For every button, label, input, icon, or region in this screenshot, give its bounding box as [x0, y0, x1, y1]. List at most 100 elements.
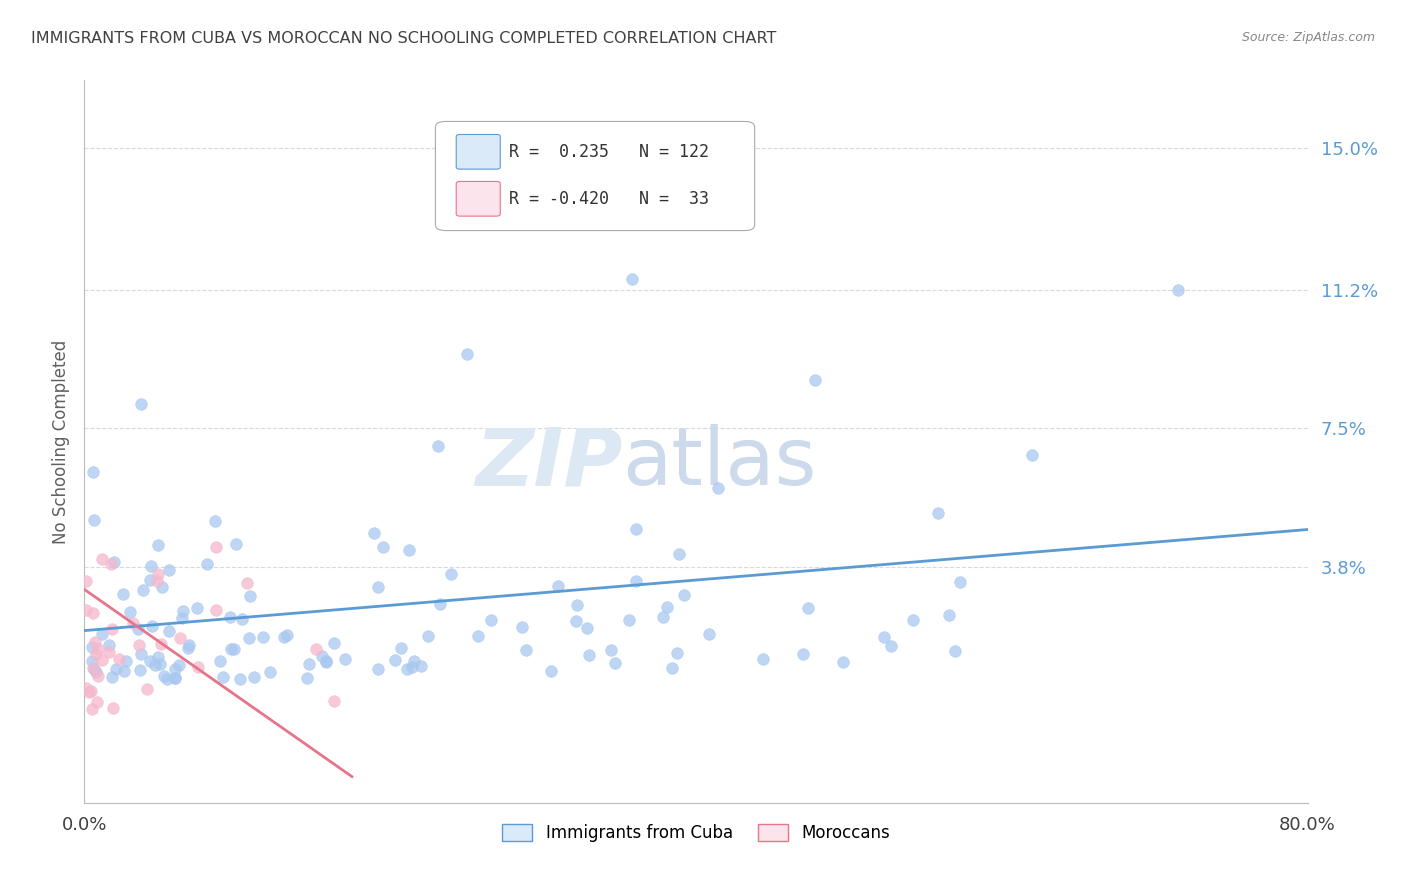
Text: R = -0.420   N =  33: R = -0.420 N = 33 — [509, 190, 709, 208]
Point — [949, 574, 972, 589]
Point — [938, 608, 960, 623]
Point — [103, 700, 125, 714]
Point — [146, 649, 169, 664]
Point — [252, 631, 274, 645]
Point — [115, 654, 138, 668]
Point — [80, 683, 103, 698]
Point — [619, 613, 641, 627]
Point — [1021, 448, 1043, 462]
Point — [323, 694, 346, 708]
Point — [86, 695, 108, 709]
Point — [467, 629, 489, 643]
Point — [83, 512, 105, 526]
Point — [112, 664, 135, 678]
Point — [666, 646, 689, 660]
Point — [219, 609, 242, 624]
Point — [91, 653, 114, 667]
Point — [259, 665, 281, 679]
Point — [273, 630, 295, 644]
Point — [105, 662, 128, 676]
Point — [832, 656, 855, 670]
Point — [129, 397, 152, 411]
Point — [84, 648, 107, 662]
Point — [80, 640, 103, 654]
Point — [177, 640, 200, 655]
Point — [481, 614, 503, 628]
Point — [97, 638, 120, 652]
Point — [697, 627, 720, 641]
FancyBboxPatch shape — [436, 121, 755, 230]
Point — [212, 670, 235, 684]
Point — [652, 610, 675, 624]
Point — [129, 663, 152, 677]
Point — [205, 603, 228, 617]
Point — [903, 613, 925, 627]
Y-axis label: No Schooling Completed: No Schooling Completed — [52, 340, 70, 543]
Point — [673, 588, 696, 602]
Point — [396, 662, 419, 676]
Point — [127, 622, 149, 636]
Point — [409, 659, 432, 673]
Point — [77, 684, 100, 698]
Point — [624, 574, 647, 589]
Point — [229, 672, 252, 686]
Point — [108, 652, 131, 666]
Point — [82, 661, 104, 675]
Point — [323, 635, 346, 649]
Point — [82, 465, 104, 479]
Point — [187, 660, 209, 674]
Point — [315, 655, 337, 669]
Point — [80, 701, 103, 715]
Point — [136, 681, 159, 696]
Point — [873, 631, 896, 645]
Point — [603, 657, 626, 671]
Point — [311, 648, 333, 663]
Point — [398, 542, 420, 557]
Point — [624, 523, 647, 537]
Point — [75, 574, 97, 589]
Point — [620, 271, 643, 285]
Point — [239, 590, 262, 604]
Point — [84, 665, 107, 679]
Point — [371, 541, 394, 555]
FancyBboxPatch shape — [456, 135, 501, 169]
Point — [510, 620, 533, 634]
Point — [384, 652, 406, 666]
Point — [143, 657, 166, 672]
Point — [101, 670, 124, 684]
Point — [600, 643, 623, 657]
Point — [80, 654, 103, 668]
Point — [157, 563, 180, 577]
Point — [333, 652, 356, 666]
Point — [128, 638, 150, 652]
Point — [547, 579, 569, 593]
Point — [655, 599, 678, 614]
Point — [236, 575, 259, 590]
Point — [429, 597, 451, 611]
Point — [363, 525, 385, 540]
Point — [205, 540, 228, 554]
Point — [83, 662, 105, 676]
Point — [172, 604, 194, 618]
Point — [97, 645, 120, 659]
Point — [120, 605, 142, 619]
Point — [298, 657, 321, 671]
Point — [139, 655, 162, 669]
Point — [276, 627, 298, 641]
Point — [100, 557, 122, 571]
Point — [668, 547, 690, 561]
FancyBboxPatch shape — [456, 181, 501, 216]
Point — [804, 373, 827, 387]
Point — [231, 612, 253, 626]
Point — [157, 624, 180, 639]
Point — [564, 614, 586, 628]
Point — [927, 506, 949, 520]
Point — [456, 346, 478, 360]
Legend: Immigrants from Cuba, Moroccans: Immigrants from Cuba, Moroccans — [495, 817, 897, 848]
Point — [152, 668, 174, 682]
Point — [243, 670, 266, 684]
Point — [540, 665, 562, 679]
Point — [138, 573, 160, 587]
Point — [578, 648, 600, 663]
Point — [156, 672, 179, 686]
